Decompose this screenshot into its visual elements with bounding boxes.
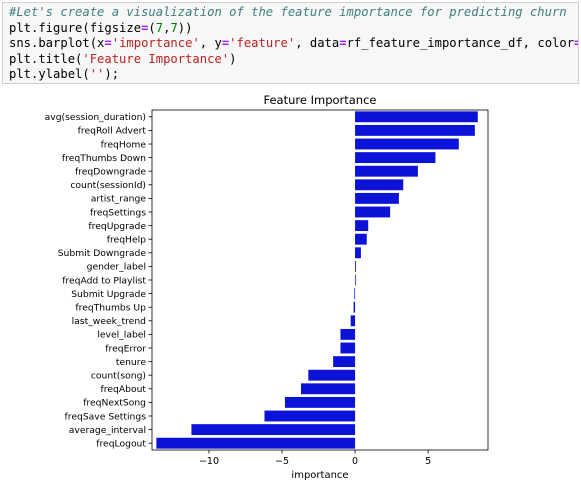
y-tick-label: freqHome — [101, 139, 147, 150]
y-tick-label: tenure — [116, 357, 146, 368]
y-tick-label: count(song) — [91, 371, 146, 382]
code-line-ylabel: plt.ylabel(''); — [9, 67, 120, 81]
bar — [340, 342, 356, 354]
code-line-title: plt.title('Feature Importance') — [9, 51, 237, 66]
y-tick-label: freqDowngrade — [75, 167, 146, 178]
chart-title: Feature Importance — [263, 93, 376, 107]
y-tick-label: last_week_trend — [72, 316, 146, 327]
y-tick-label: level_label — [97, 330, 146, 341]
bar — [355, 247, 361, 259]
y-tick-label: freqSave Settings — [65, 411, 147, 422]
y-tick-label: freqHelp — [107, 235, 146, 246]
code-cell[interactable]: #Let's create a visualization of the fea… — [2, 2, 579, 84]
code-line-figure: plt.figure(figsize=(7,7)) — [9, 20, 193, 35]
x-tick-label: −10 — [199, 456, 219, 467]
bar — [350, 315, 356, 327]
bar — [264, 410, 356, 422]
bar — [156, 437, 356, 449]
bar — [354, 288, 356, 300]
bar — [340, 328, 356, 340]
bar — [355, 179, 404, 191]
x-tick-label: −5 — [275, 456, 289, 467]
bar — [355, 220, 369, 232]
bar — [353, 301, 356, 313]
y-tick-label: freqAdd to Playlist — [62, 275, 146, 286]
x-tick-label: 5 — [425, 456, 431, 467]
bar — [355, 138, 459, 150]
y-tick-label: freqThumbs Down — [62, 153, 146, 164]
y-tick-label: artist_range — [91, 194, 147, 205]
y-tick-label: freqError — [105, 343, 146, 354]
bar — [355, 192, 399, 204]
y-tick-label: freqAbout — [101, 384, 147, 395]
code-line-comment: #Let's create a visualization of the fea… — [9, 5, 567, 19]
y-tick-label: avg(session_duration) — [45, 112, 146, 123]
y-tick-label: freqNextSong — [83, 398, 146, 409]
bar — [355, 165, 418, 177]
bar — [355, 152, 436, 164]
bar — [301, 383, 356, 395]
bar — [308, 369, 356, 381]
y-tick-label: freqThumbs Up — [75, 303, 146, 314]
y-tick-label: freqUpgrade — [88, 221, 146, 232]
bar — [191, 424, 356, 436]
y-tick-label: average_interval — [69, 425, 146, 436]
y-tick-label: Submit Downgrade — [58, 248, 147, 259]
bar — [355, 233, 367, 245]
x-axis-label: importance — [291, 470, 348, 481]
bar — [333, 356, 356, 368]
bar — [355, 111, 478, 123]
bar — [355, 274, 356, 286]
code-line-barplot: sns.barplot(x='importance', y='feature',… — [9, 36, 578, 50]
x-tick-label: 0 — [352, 456, 358, 467]
y-tick-label: freqSettings — [90, 207, 146, 218]
y-tick-label: freqLogout — [96, 439, 146, 450]
y-tick-label: freqRoll Advert — [78, 126, 147, 137]
y-tick-label: gender_label — [87, 262, 146, 273]
bar — [355, 124, 475, 136]
y-tick-label: Submit Upgrade — [71, 289, 146, 300]
bar — [355, 260, 356, 272]
bar — [284, 396, 356, 408]
y-tick-label: count(sessionId) — [70, 180, 146, 191]
bar — [355, 206, 391, 218]
feature-importance-chart: Feature Importance avg(session_duration)… — [45, 93, 489, 481]
